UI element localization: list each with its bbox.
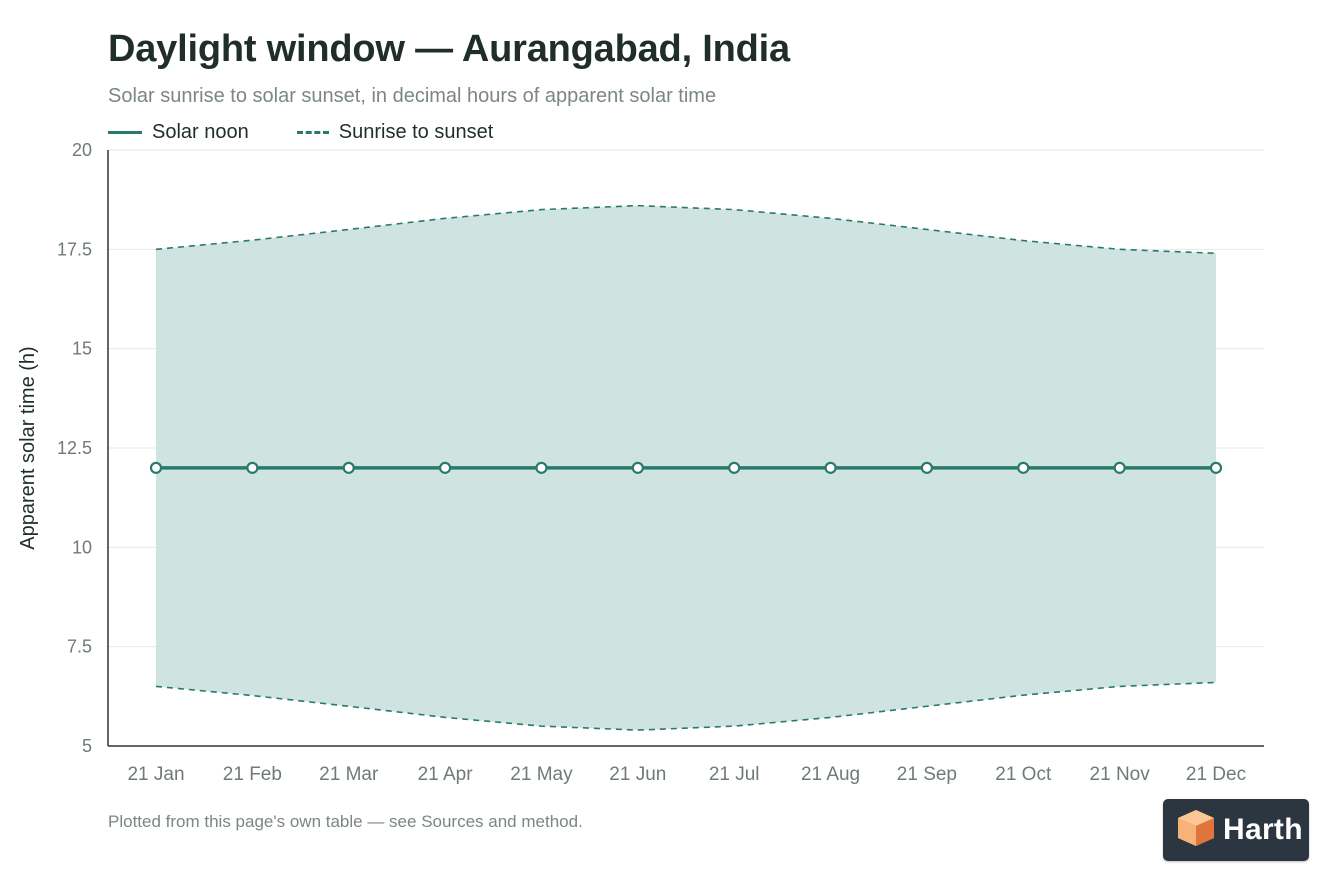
solar-noon-point [1017,461,1030,474]
x-tick-label: 21 Nov [1090,764,1151,785]
legend-item-sunrise-sunset: Sunrise to sunset [296,120,494,144]
solar-noon-point [438,461,452,474]
legend-item-solar-noon: Solar noon [108,121,249,144]
y-tick-label: 12.5 [57,438,92,458]
x-tick-label: 21 Jun [609,764,666,785]
daylight-chart: 5 7.5 10 12.5 15 17.5 20 21 Jan 21 Feb 21 Mar 21 A… [17,140,1264,785]
solar-noon-point [631,461,644,474]
solar-noon-point [342,461,355,474]
solar-noon-point [920,461,934,474]
solar-noon-point [1209,461,1223,474]
legend-label-solar-noon: Solar noon [152,120,249,143]
legend: Solar noon Sunrise to sunset [108,119,541,145]
x-tick-label: 21 Sep [897,764,957,785]
solar-noon-point [824,461,837,474]
solar-noon-point [1113,461,1126,474]
x-tick-label: 21 Aug [801,764,860,785]
chart-title: Daylight window — Aurangabad, India [108,28,790,70]
brand-badge[interactable]: Harth [1163,799,1309,861]
x-tick-label: 21 Feb [223,764,282,785]
cube-logo-icon [1175,808,1217,853]
y-tick-label: 7.5 [67,637,92,657]
x-tick-label: 21 Jan [127,764,184,785]
x-tick-label: 21 Apr [418,764,474,785]
y-tick-label: 10 [72,537,92,557]
x-tick-label: 21 Mar [319,764,379,785]
y-tick-label: 5 [82,736,92,756]
footnote: Plotted from this page's own table — see… [108,812,583,831]
y-axis-title: Apparent solar time (h) [17,346,39,549]
x-tick-label: 21 Jul [709,764,760,785]
y-tick-label: 20 [72,140,92,160]
sunset-dashed-line [155,204,1217,255]
chart-subtitle: Solar sunrise to solar sunset, in decima… [108,85,717,107]
brand-name: Harth [1223,813,1303,846]
solar-noon-point [149,461,163,474]
solar-noon-point [535,461,548,474]
y-tick-label: 15 [72,339,92,359]
solar-noon-point [728,461,741,474]
x-tick-label: 21 May [510,764,573,785]
sunrise-dashed-line [155,681,1217,731]
solar-noon-point [246,461,259,474]
x-tick-label: 21 Dec [1186,764,1246,785]
legend-swatch-solid [108,130,142,134]
legend-label-sunrise-sunset: Sunrise to sunset [338,120,494,143]
x-tick-label: 21 Oct [995,764,1052,785]
legend-swatch-dashed [296,130,329,134]
y-tick-label: 17.5 [57,239,92,259]
